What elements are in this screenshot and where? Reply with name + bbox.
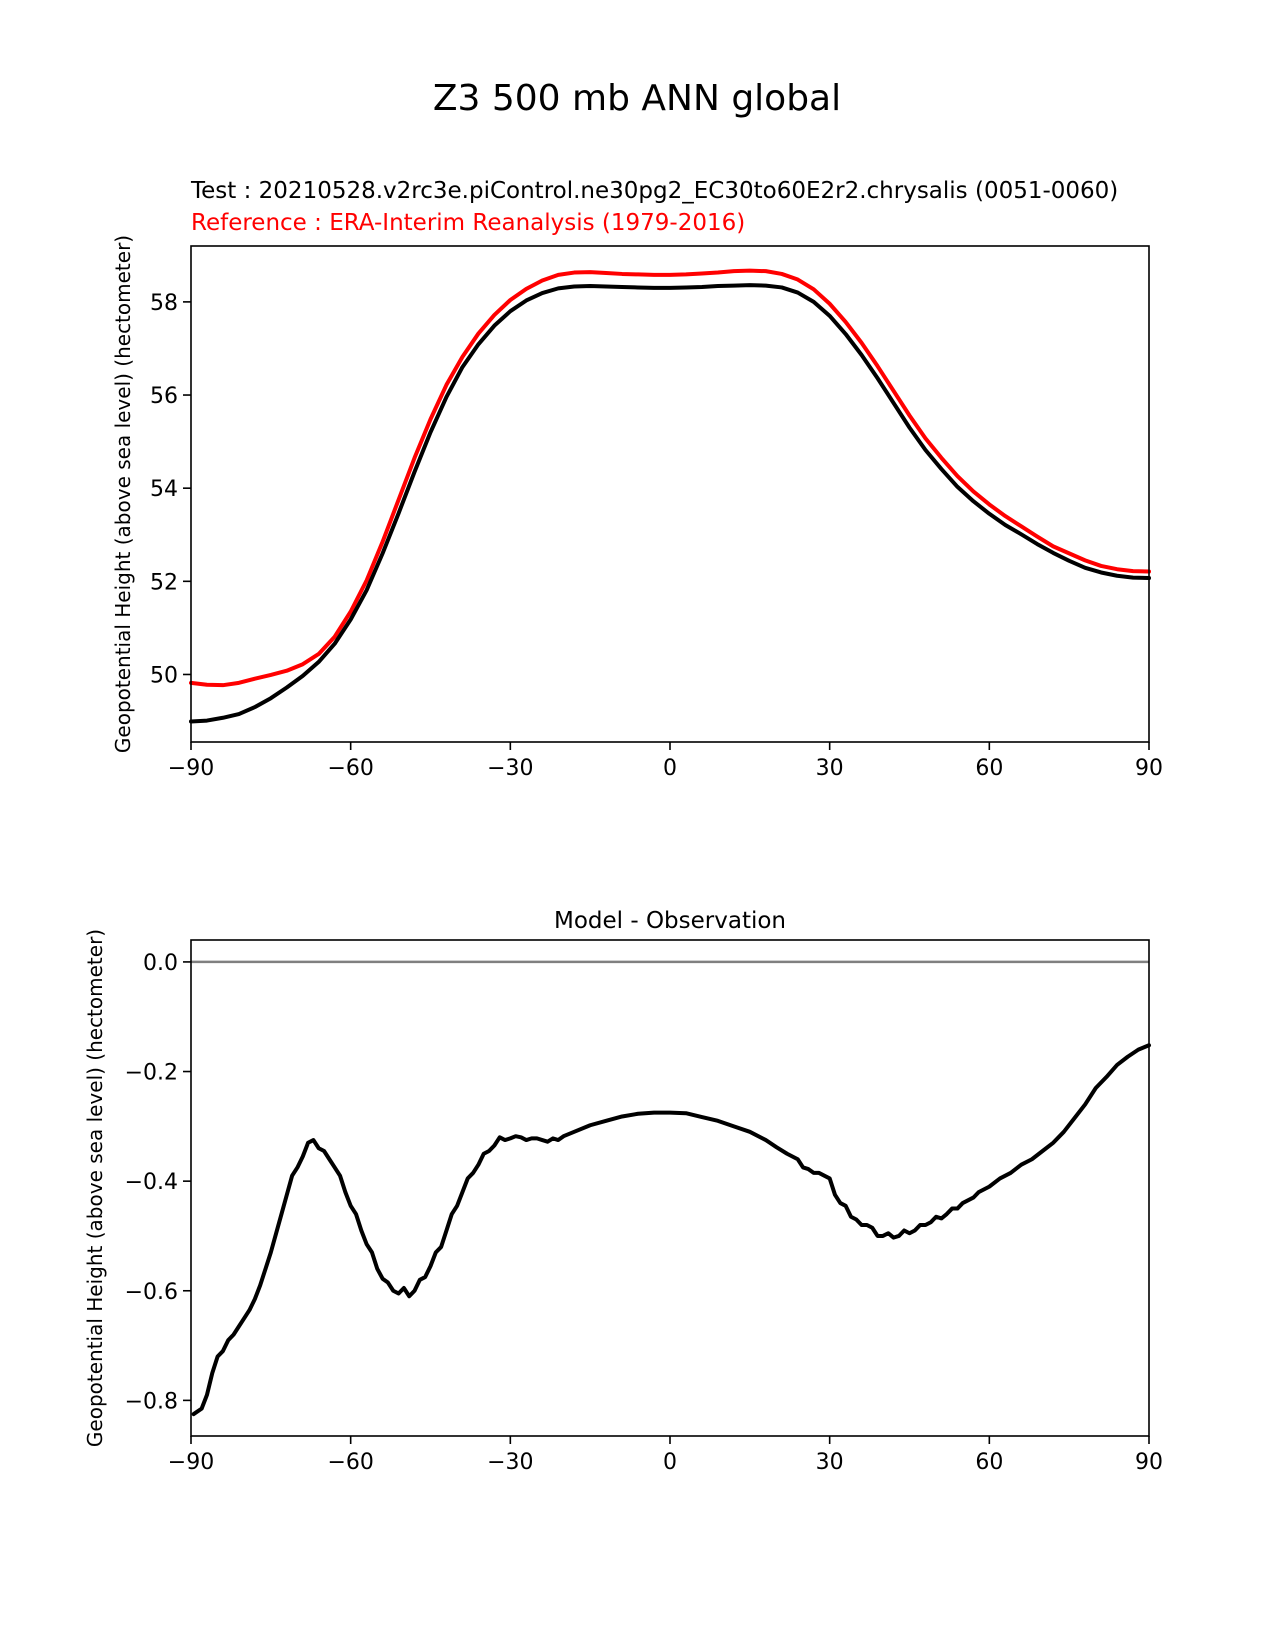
y-tick-label: 50 <box>150 663 178 688</box>
y-axis-label: Geopotential Height (above sea level) (h… <box>83 929 107 1447</box>
y-tick-label: 56 <box>150 384 178 409</box>
x-tick-label: 30 <box>816 756 844 781</box>
y-tick-label: 52 <box>150 570 178 595</box>
y-tick-label: −0.8 <box>125 1389 178 1414</box>
x-tick-label: 90 <box>1135 1450 1163 1475</box>
x-tick-label: 60 <box>975 1450 1003 1475</box>
bottom-chart-title: Model - Observation <box>554 908 786 934</box>
x-tick-label: −90 <box>168 1450 214 1475</box>
test-label: Test : 20210528.v2rc3e.piControl.ne30pg2… <box>190 178 1118 204</box>
test-series-line <box>189 283 1151 724</box>
y-tick-label: 0.0 <box>143 951 178 976</box>
x-tick-label: −60 <box>327 756 373 781</box>
bottom-chart: −90 −60 −30 0 30 60 90 0.0 −0.2 −0.4 −0.6 −0.8 Geopo… <box>83 929 1163 1475</box>
y-tick-label: −0.6 <box>125 1280 178 1305</box>
x-tick-label: −30 <box>487 756 533 781</box>
x-tick-label: 90 <box>1135 756 1163 781</box>
x-tick-label: −90 <box>168 756 214 781</box>
x-tick-label: −30 <box>487 1450 533 1475</box>
y-axis-label: Geopotential Height (above sea level) (h… <box>111 235 135 753</box>
reference-label: Reference : ERA-Interim Reanalysis (1979… <box>191 210 745 236</box>
x-tick-label: 0 <box>663 1450 677 1475</box>
x-tick-label: 30 <box>816 1450 844 1475</box>
x-tick-label: −60 <box>327 1450 373 1475</box>
x-tick-label: 0 <box>663 756 677 781</box>
y-tick-label: 54 <box>150 477 178 502</box>
y-tick-label: −0.2 <box>125 1061 178 1086</box>
top-chart: −90 −60 −30 0 30 60 90 50 52 54 56 58 Geopotential H… <box>111 235 1163 781</box>
difference-series-line <box>191 1043 1151 1417</box>
figure-suptitle: Z3 500 mb ANN global <box>433 78 841 119</box>
y-tick-label: −0.4 <box>125 1170 178 1195</box>
x-tick-label: 60 <box>975 756 1003 781</box>
reference-series-line <box>189 268 1151 688</box>
y-tick-label: 58 <box>150 291 178 316</box>
